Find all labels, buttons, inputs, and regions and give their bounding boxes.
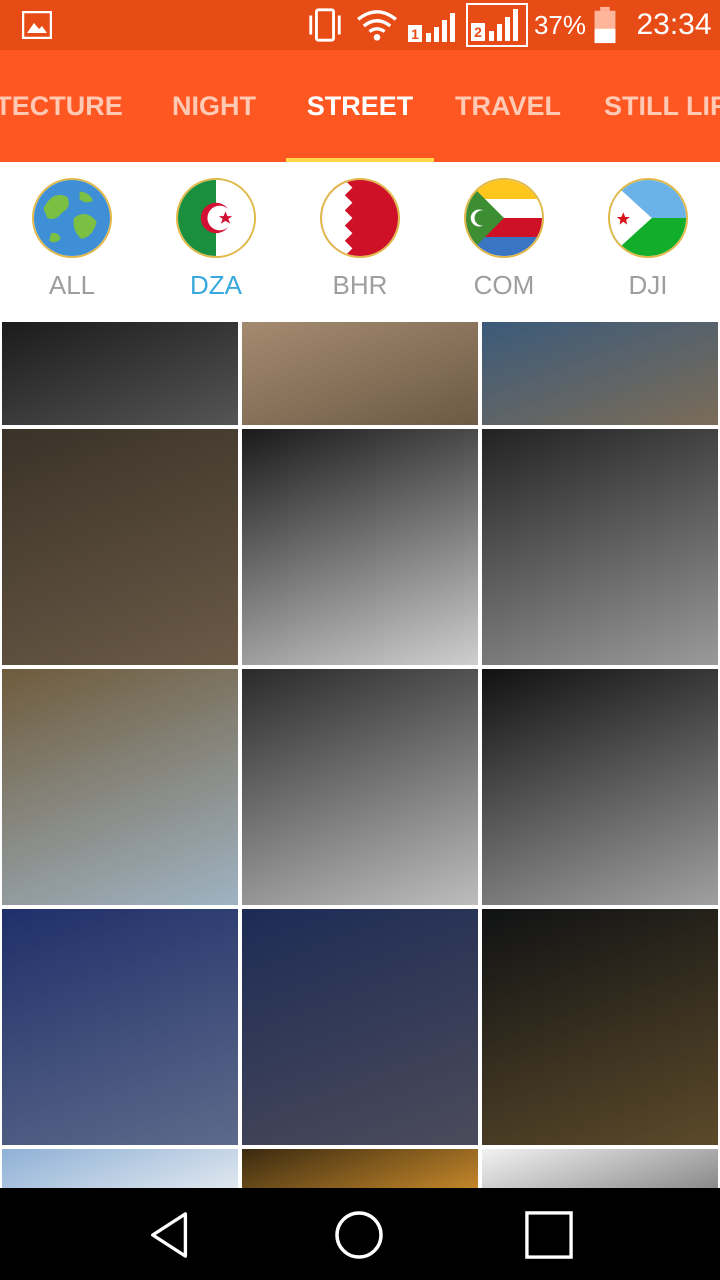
photo-tile-9[interactable] bbox=[2, 909, 238, 1145]
tab-travel[interactable]: TRAVEL bbox=[455, 90, 561, 121]
recents-icon[interactable] bbox=[514, 1200, 584, 1270]
photo-tile-2[interactable] bbox=[482, 322, 718, 425]
vibrate-icon bbox=[305, 0, 345, 50]
country-label-all: ALL bbox=[48, 270, 96, 300]
back-icon[interactable] bbox=[136, 1200, 206, 1270]
country-item-dza[interactable]: DZA bbox=[144, 162, 288, 322]
battery-icon bbox=[590, 0, 620, 50]
tab-night[interactable]: NIGHT bbox=[172, 90, 256, 121]
photo-tile-6[interactable] bbox=[2, 669, 238, 905]
country-item-dji[interactable]: DJI bbox=[576, 162, 720, 322]
home-icon[interactable] bbox=[324, 1200, 394, 1270]
image-icon bbox=[21, 10, 53, 40]
photo-tile-7[interactable] bbox=[242, 669, 478, 905]
photo-grid bbox=[0, 322, 720, 1188]
country-item-all[interactable]: ALL bbox=[0, 162, 144, 322]
algeria-flag-icon bbox=[176, 178, 256, 258]
clock: 23:34 bbox=[636, 8, 712, 41]
country-filter-row: ALL DZA BHR bbox=[0, 162, 720, 322]
battery-percent: 37% bbox=[533, 9, 587, 40]
country-label-dza: DZA bbox=[190, 270, 242, 300]
sim2-signal-icon: 2 bbox=[466, 0, 528, 50]
tab-still-life[interactable]: STILL LIF bbox=[604, 90, 720, 121]
active-tab-indicator bbox=[286, 158, 434, 162]
photo-tile-12[interactable] bbox=[2, 1149, 238, 1188]
photo-tile-14[interactable] bbox=[482, 1149, 718, 1188]
country-label-com: COM bbox=[473, 270, 535, 300]
wifi-icon bbox=[354, 0, 400, 50]
photo-tile-3[interactable] bbox=[2, 429, 238, 665]
country-item-com[interactable]: COM bbox=[432, 162, 576, 322]
country-label-dji: DJI bbox=[628, 270, 668, 300]
photo-tile-13[interactable] bbox=[242, 1149, 478, 1188]
tab-architecture[interactable]: TECTURE bbox=[0, 90, 123, 121]
country-label-bhr: BHR bbox=[332, 270, 388, 300]
sim2-label: 2 bbox=[474, 24, 482, 40]
tab-street[interactable]: STREET bbox=[306, 90, 414, 121]
navigation-bar bbox=[0, 1188, 720, 1280]
globe-icon bbox=[32, 178, 112, 258]
photo-tile-5[interactable] bbox=[482, 429, 718, 665]
photo-tile-1[interactable] bbox=[242, 322, 478, 425]
photo-tile-8[interactable] bbox=[482, 669, 718, 905]
sim1-signal-icon: 1 bbox=[406, 0, 462, 50]
category-tab-bar: TECTURE NIGHT STREET TRAVEL STILL LIF bbox=[0, 50, 720, 162]
sim1-label: 1 bbox=[411, 26, 419, 42]
bahrain-flag-icon bbox=[320, 178, 400, 258]
photo-tile-10[interactable] bbox=[242, 909, 478, 1145]
status-bar: 1 2 37% 23:34 bbox=[0, 0, 720, 50]
comoros-flag-icon bbox=[464, 178, 544, 258]
djibouti-flag-icon bbox=[608, 178, 688, 258]
photo-tile-4[interactable] bbox=[242, 429, 478, 665]
country-item-bhr[interactable]: BHR bbox=[288, 162, 432, 322]
photo-tile-11[interactable] bbox=[482, 909, 718, 1145]
photo-tile-0[interactable] bbox=[2, 322, 238, 425]
